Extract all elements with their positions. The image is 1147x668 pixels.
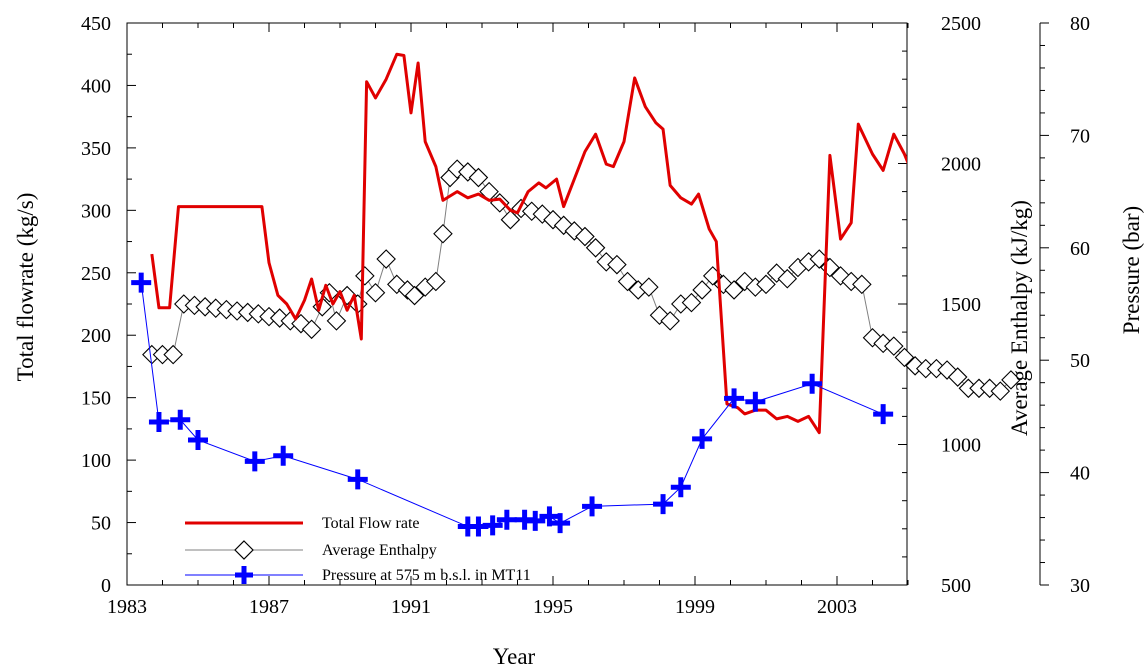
enthalpy-point bbox=[355, 266, 375, 286]
pressure-point bbox=[873, 404, 894, 425]
pressure-point bbox=[802, 373, 823, 394]
pressure-point bbox=[653, 494, 674, 515]
right1-tick-label: 500 bbox=[941, 575, 971, 597]
enthalpy-point bbox=[756, 274, 776, 295]
enthalpy-point bbox=[426, 271, 446, 292]
enthalpy-point bbox=[990, 381, 1011, 401]
right2-tick-label: 50 bbox=[1070, 350, 1090, 372]
pressure-point bbox=[550, 513, 571, 534]
legend-label-flow: Total Flow rate bbox=[322, 515, 420, 532]
enthalpy-point bbox=[681, 292, 702, 313]
pressure-point bbox=[670, 477, 691, 498]
pressure-point bbox=[525, 510, 546, 531]
enthalpy-line bbox=[151, 168, 1012, 392]
left-tick-label: 350 bbox=[81, 138, 111, 160]
legend-marker-plus bbox=[235, 566, 253, 584]
pressure-point bbox=[170, 409, 191, 430]
left-tick-label: 0 bbox=[101, 575, 111, 597]
legend-marker-diamond bbox=[234, 540, 254, 560]
pressure-point bbox=[539, 506, 560, 527]
enthalpy-point bbox=[500, 209, 521, 230]
enthalpy-point bbox=[575, 226, 595, 247]
enthalpy-point bbox=[1001, 370, 1021, 390]
right1-tick-label: 2000 bbox=[941, 154, 981, 176]
pressure-point bbox=[131, 272, 152, 293]
enthalpy-point bbox=[692, 280, 712, 300]
pressure-point bbox=[188, 430, 208, 451]
x-axis-label: Year bbox=[493, 644, 536, 668]
legend-item-pressure: Pressure at 575 m b.s.l. in MT11 bbox=[185, 566, 531, 584]
enthalpy-point bbox=[301, 319, 322, 340]
left-tick-label: 100 bbox=[81, 450, 111, 472]
enthalpy-point bbox=[894, 347, 915, 368]
enthalpy-point bbox=[660, 311, 680, 331]
enthalpy-point bbox=[639, 277, 659, 297]
pressure-point bbox=[496, 509, 517, 530]
enthalpy-point bbox=[777, 268, 798, 289]
enthalpy-point bbox=[724, 280, 744, 300]
pressure-point bbox=[347, 469, 368, 490]
pressure-point bbox=[582, 496, 603, 517]
enthalpy-point bbox=[947, 367, 968, 387]
right2-tick-label: 60 bbox=[1070, 238, 1090, 260]
enthalpy-point bbox=[585, 238, 606, 258]
left-tick-label: 400 bbox=[81, 75, 111, 97]
left-tick-label: 50 bbox=[91, 513, 111, 535]
legend-label-enthalpy: Average Enthalpy bbox=[322, 542, 437, 559]
left-axis-label: Total flowrate (kg/s) bbox=[13, 193, 38, 382]
left-tick-label: 250 bbox=[81, 263, 111, 285]
x-tick-label: 1983 bbox=[107, 596, 147, 618]
enthalpy-point bbox=[433, 223, 453, 244]
pressure-point bbox=[692, 428, 713, 449]
pressure-line bbox=[140, 282, 884, 528]
right2-tick-label: 70 bbox=[1070, 125, 1090, 147]
axis-ticks: 1983 1987 1991 1995 1999 2003 0 50 100 150 200 250 3… bbox=[81, 13, 1090, 618]
right-axis-label-enthalpy: Average Enthalpy (kJ/kg) bbox=[1007, 200, 1032, 436]
right2-tick-label: 30 bbox=[1070, 575, 1090, 597]
x-tick-label: 1995 bbox=[533, 596, 573, 618]
legend-item-enthalpy: Average Enthalpy bbox=[185, 540, 437, 560]
pressure-point bbox=[273, 445, 294, 466]
legend-label-pressure: Pressure at 575 m b.s.l. in MT11 bbox=[322, 567, 531, 584]
legend-item-flow: Total Flow rate bbox=[185, 515, 420, 532]
series-enthalpy bbox=[142, 159, 1021, 401]
right1-tick-label: 1500 bbox=[941, 294, 981, 316]
enthalpy-point bbox=[468, 167, 489, 188]
enthalpy-point bbox=[852, 274, 872, 295]
right2-tick-label: 40 bbox=[1070, 463, 1090, 485]
enthalpy-point bbox=[376, 249, 396, 269]
x-tick-label: 1999 bbox=[675, 596, 715, 618]
enthalpy-point bbox=[163, 344, 183, 365]
enthalpy-point bbox=[617, 271, 638, 292]
pressure-point bbox=[244, 451, 265, 472]
left-tick-label: 450 bbox=[81, 13, 111, 35]
pressure-point bbox=[148, 412, 169, 433]
flow-line bbox=[150, 52, 907, 435]
legend: Total Flow rate Average Enthalpy Pressur… bbox=[185, 515, 531, 584]
enthalpy-point bbox=[607, 254, 627, 275]
right-axis-label-pressure: Pressure (bar) bbox=[1119, 206, 1144, 334]
series-pressure bbox=[131, 272, 894, 537]
enthalpy-point bbox=[404, 285, 425, 306]
x-tick-label: 1987 bbox=[249, 596, 289, 618]
x-tick-label: 2003 bbox=[817, 596, 857, 618]
left-tick-label: 200 bbox=[81, 325, 111, 347]
pressure-point bbox=[724, 388, 745, 409]
right1-tick-label: 1000 bbox=[941, 435, 981, 457]
enthalpy-point bbox=[884, 336, 904, 356]
left-tick-label: 150 bbox=[81, 388, 111, 410]
pressure-point bbox=[745, 391, 766, 412]
enthalpy-point bbox=[326, 311, 347, 331]
x-tick-label: 1991 bbox=[391, 596, 431, 618]
series-layer bbox=[131, 52, 1021, 537]
plot-area bbox=[126, 22, 908, 586]
left-tick-label: 300 bbox=[81, 200, 111, 222]
right2-tick-label: 80 bbox=[1070, 13, 1090, 35]
pressure-point bbox=[482, 515, 503, 536]
right1-tick-label: 2500 bbox=[941, 13, 981, 35]
enthalpy-point bbox=[365, 282, 386, 303]
